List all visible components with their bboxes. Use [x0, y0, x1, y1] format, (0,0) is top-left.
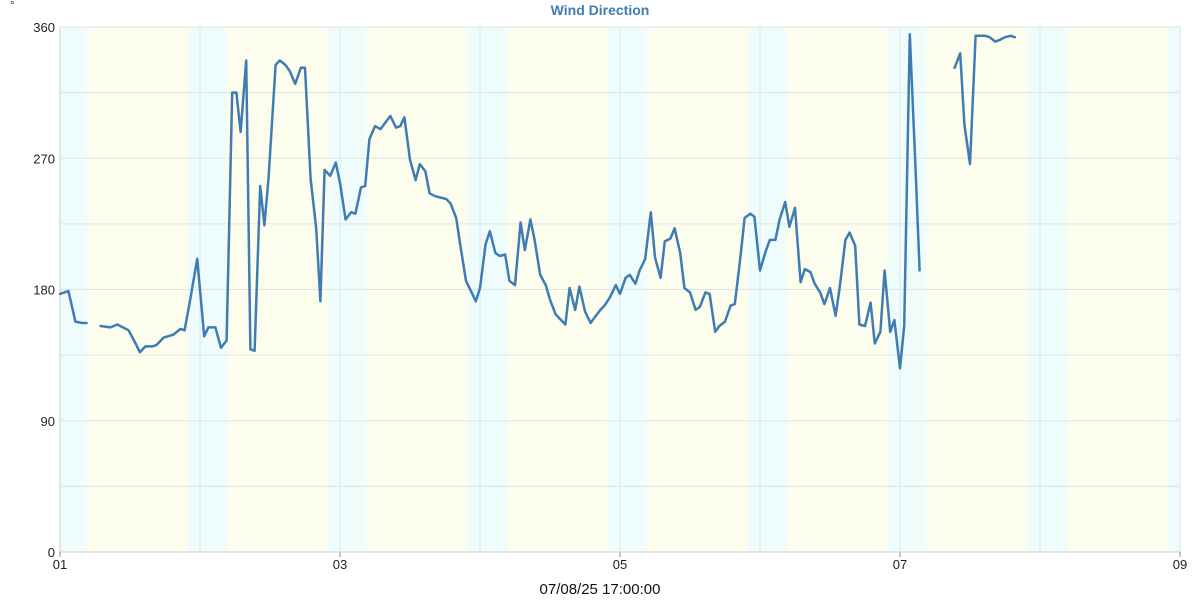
- y-tick-label-180: 180: [33, 283, 55, 298]
- y-axis-unit: °: [10, 0, 15, 12]
- data-series: [58, 33, 1017, 370]
- chart-title: Wind Direction: [551, 2, 650, 18]
- x-tick-label-05: 05: [613, 557, 627, 572]
- x-axis-caption: 07/08/25 17:00:00: [540, 581, 661, 598]
- y-tick-label-270: 270: [33, 151, 55, 166]
- series-line-segment-0-0: [58, 289, 88, 325]
- x-tick-label-09: 09: [1173, 557, 1187, 572]
- y-tick-label-90: 90: [41, 414, 55, 429]
- x-axis-ticks: 01 03 05 07 09: [53, 552, 1187, 572]
- x-tick-label-07: 07: [893, 557, 907, 572]
- y-tick-label-0: 0: [48, 545, 55, 560]
- series-line-segment-0-2: [953, 34, 1017, 166]
- y-axis-ticks: 0 90 180 270 360: [33, 20, 55, 560]
- x-tick-label-01: 01: [53, 557, 67, 572]
- x-tick-label-03: 03: [333, 557, 347, 572]
- series-line-segment-0-1: [99, 33, 921, 370]
- y-tick-label-360: 360: [33, 20, 55, 35]
